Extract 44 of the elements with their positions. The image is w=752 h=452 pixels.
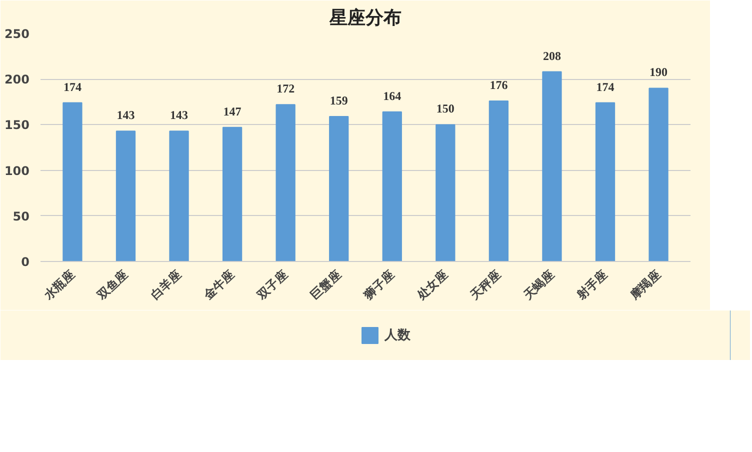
- x-tick-label: 金牛座: [200, 267, 238, 303]
- x-tick-label: 处女座: [414, 267, 450, 303]
- bar: [648, 88, 668, 262]
- bar: [595, 102, 616, 262]
- y-tick-label: 150: [4, 118, 30, 132]
- data-label: 143: [170, 108, 188, 122]
- x-tick-label: 巨蟹座: [308, 267, 344, 302]
- bar: [329, 116, 349, 262]
- data-label: 190: [650, 65, 668, 80]
- data-label: 147: [223, 104, 242, 118]
- bar: [222, 126, 242, 262]
- data-label: 159: [330, 93, 348, 108]
- y-tick-label: 50: [12, 209, 30, 224]
- x-tick-label: 射手座: [573, 267, 610, 303]
- data-label: 176: [490, 78, 508, 92]
- x-tick-label: 摩羯座: [626, 267, 664, 303]
- legend-label: 人数: [384, 327, 410, 344]
- y-tick-label: 0: [21, 255, 30, 269]
- data-label: 143: [116, 108, 135, 122]
- y-tick-label: 200: [4, 72, 30, 87]
- data-label: 208: [542, 48, 561, 63]
- x-tick-label: 狮子座: [360, 267, 397, 303]
- data-label: 174: [596, 80, 614, 94]
- bar: [169, 130, 189, 262]
- data-label: 174: [63, 80, 82, 94]
- data-label: 172: [276, 82, 295, 96]
- x-tick-label: 水瓶座: [40, 267, 78, 303]
- x-tick-label: 天秤座: [466, 267, 504, 303]
- x-tick-label: 天蝎座: [520, 267, 557, 303]
- x-tick-label: 白羊座: [148, 267, 184, 302]
- x-tick-label: 双子座: [254, 267, 290, 303]
- y-tick-label: 250: [4, 27, 30, 41]
- y-tick-label: 100: [4, 164, 30, 178]
- data-label: 150: [436, 102, 454, 116]
- x-tick-label: 双鱼座: [94, 267, 131, 303]
- bar: [488, 100, 509, 262]
- chart-title: 星座分布: [328, 8, 402, 28]
- bar: [382, 111, 402, 262]
- bar: [542, 71, 562, 262]
- bar: [436, 124, 456, 262]
- data-label: 164: [383, 88, 402, 103]
- bar: [276, 104, 296, 262]
- bar: [62, 102, 82, 262]
- bar: [116, 130, 136, 262]
